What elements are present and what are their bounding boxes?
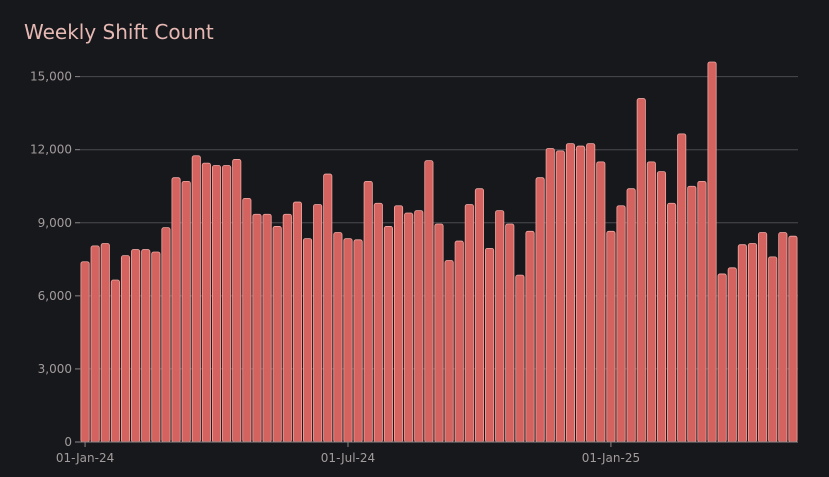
bar <box>211 165 222 443</box>
bar <box>778 232 788 443</box>
bar <box>515 274 525 443</box>
bar <box>464 204 474 443</box>
bar <box>576 145 586 443</box>
bar <box>201 162 211 443</box>
bar <box>737 244 747 443</box>
bar <box>758 232 768 443</box>
bar <box>525 230 535 443</box>
axes: 0 3,000 6,000 9,000 12,000 15,000 01-Jan-24 01-… <box>30 70 798 465</box>
bar <box>667 202 677 443</box>
bar <box>131 249 141 443</box>
x-tick-label: 01-Jan-24 <box>56 451 114 465</box>
bar <box>161 227 171 443</box>
bar <box>788 235 798 443</box>
bar <box>636 98 646 443</box>
bar <box>485 247 495 443</box>
bar <box>444 260 454 443</box>
bar <box>677 133 687 443</box>
bar <box>707 61 717 443</box>
bar <box>535 177 545 443</box>
bar <box>151 251 161 443</box>
bar <box>373 202 383 443</box>
bar <box>727 267 737 443</box>
bar <box>191 155 201 443</box>
y-tick-label: 15,000 <box>30 70 72 84</box>
bar <box>454 240 464 443</box>
bar <box>586 143 596 443</box>
bar <box>768 256 778 443</box>
y-tick-label: 3,000 <box>38 362 72 376</box>
bar <box>555 150 565 443</box>
bar <box>687 185 697 443</box>
bar <box>565 143 576 443</box>
bar <box>80 261 90 443</box>
bar <box>424 160 434 443</box>
bar <box>414 210 424 443</box>
bar <box>262 213 272 443</box>
bar <box>100 243 110 443</box>
x-tick-label: 01-Jul-24 <box>321 451 375 465</box>
bar <box>656 171 667 443</box>
bar <box>393 205 404 443</box>
bar <box>495 210 505 443</box>
bar <box>646 161 656 443</box>
bar <box>282 213 292 443</box>
bar <box>222 165 232 443</box>
bar <box>626 188 636 443</box>
bar <box>90 245 100 443</box>
bar <box>404 212 414 443</box>
bar <box>383 226 393 443</box>
bar <box>343 238 353 443</box>
bar <box>434 223 444 443</box>
bar <box>616 205 626 443</box>
bar <box>302 238 313 443</box>
bar <box>181 180 191 443</box>
y-tick-label: 6,000 <box>38 289 72 303</box>
bar <box>545 148 555 443</box>
bar <box>606 230 616 443</box>
bar <box>120 255 131 443</box>
bar <box>242 198 252 443</box>
bar <box>505 223 515 443</box>
bar <box>232 159 242 443</box>
y-tick-label: 9,000 <box>38 216 72 230</box>
bar <box>596 161 606 443</box>
bar <box>474 188 484 443</box>
bars <box>80 61 798 443</box>
bar <box>717 273 727 443</box>
y-tick-label: 12,000 <box>30 143 72 157</box>
bar <box>323 173 333 443</box>
x-tick-label: 01-Jan-25 <box>582 451 640 465</box>
bar <box>272 226 282 443</box>
bar <box>697 180 707 443</box>
bar <box>313 204 323 443</box>
bar <box>353 239 363 443</box>
bar <box>171 177 181 443</box>
bar <box>252 213 262 443</box>
bar <box>747 243 758 443</box>
bar <box>333 232 343 443</box>
bar <box>363 180 373 443</box>
chart-title: Weekly Shift Count <box>24 20 214 44</box>
y-tick-label: 0 <box>64 435 72 449</box>
bar <box>141 249 151 443</box>
bar <box>110 279 120 443</box>
bar <box>292 201 302 443</box>
